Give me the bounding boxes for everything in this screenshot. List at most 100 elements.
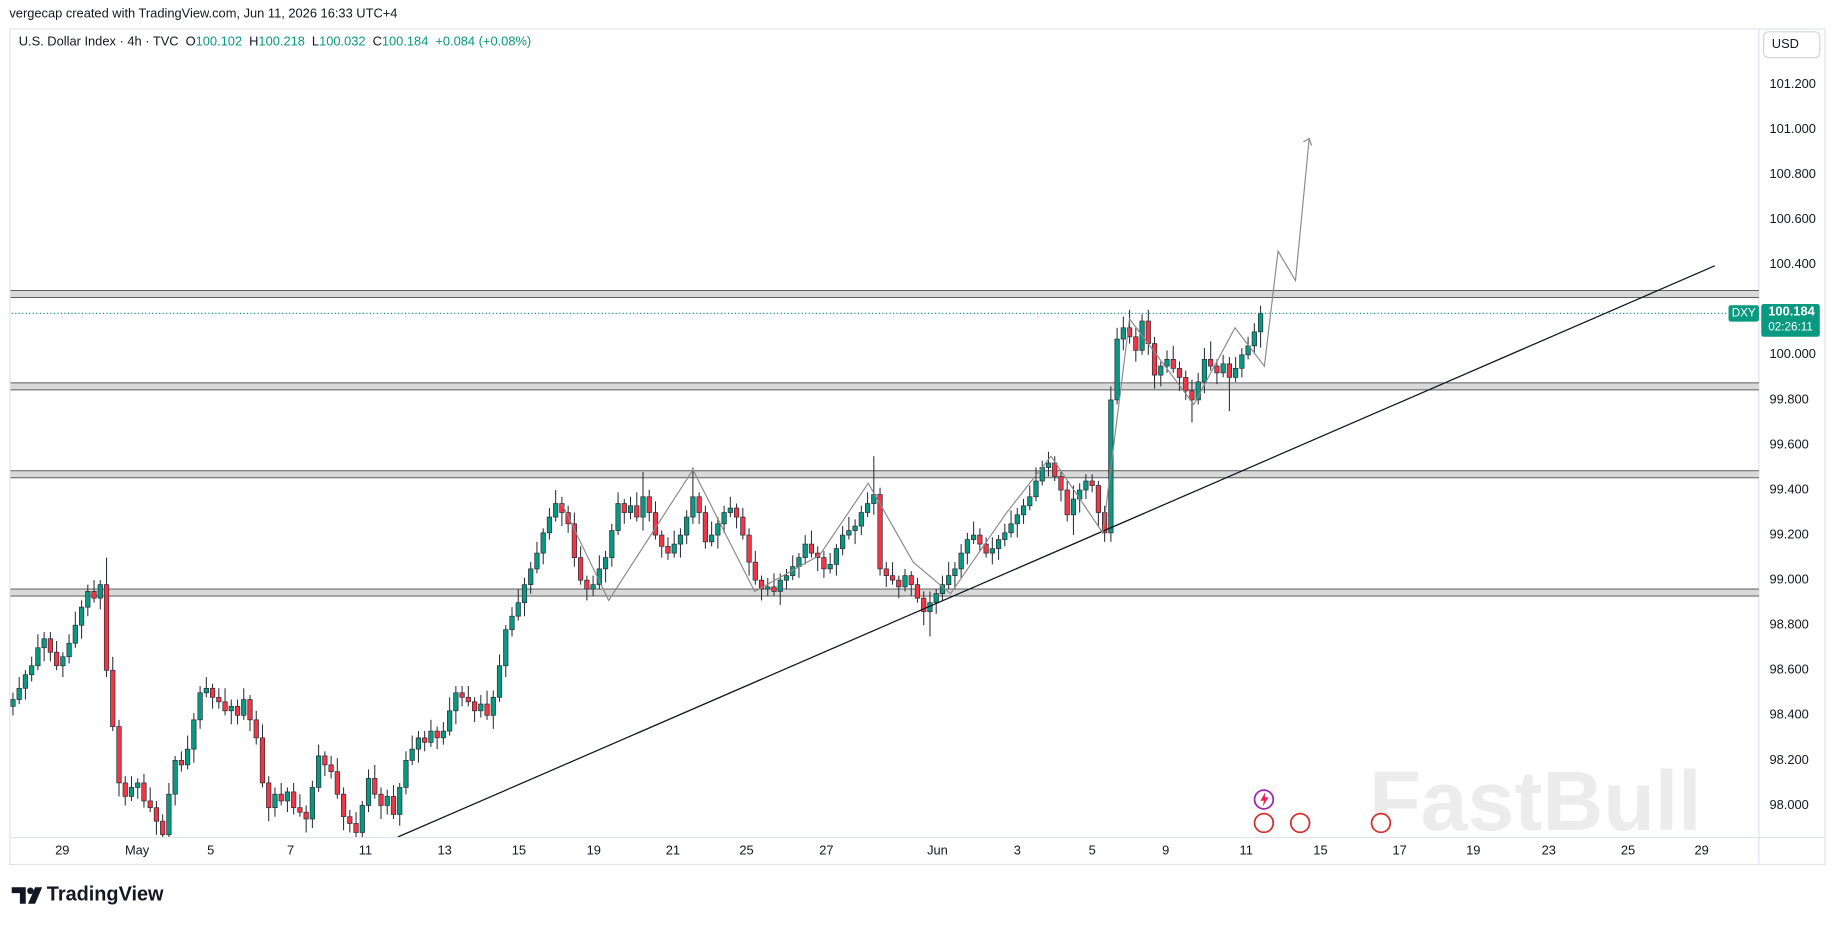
candle-body	[1158, 365, 1164, 376]
candle-body	[752, 561, 758, 581]
candle-body	[1251, 331, 1257, 347]
candle-body	[459, 692, 465, 698]
candle-body	[191, 719, 197, 750]
brand: TradingView	[47, 884, 164, 906]
candle-body	[1052, 462, 1058, 477]
candle-body	[160, 820, 166, 836]
candle-body	[153, 807, 160, 822]
y-tick-label: 100.000	[1769, 346, 1815, 361]
candle-body	[765, 586, 771, 590]
candle-body	[422, 737, 428, 743]
y-tick-label: 101.200	[1769, 76, 1815, 91]
frame	[9, 28, 1826, 866]
event-icon[interactable]	[1289, 812, 1311, 834]
candle-body	[677, 534, 684, 545]
candle-body	[135, 782, 141, 788]
candle-body	[971, 534, 977, 540]
ohlc-label: O	[186, 34, 196, 49]
x-tick-label: 15	[512, 842, 526, 857]
candle-body	[478, 703, 484, 712]
candle-body	[434, 730, 440, 739]
candle-body	[889, 575, 896, 581]
last-price-label: 100.184	[1768, 304, 1815, 319]
candle-body	[1257, 313, 1264, 333]
symbol-tag	[1728, 305, 1759, 322]
currency-button[interactable]	[1763, 31, 1821, 59]
candle-body	[995, 539, 1002, 549]
candle-body	[1102, 512, 1108, 534]
candle-body	[484, 703, 490, 716]
candle-body	[840, 534, 846, 549]
candle-body	[453, 692, 459, 712]
candle-body	[428, 730, 434, 743]
candle-body	[1064, 489, 1070, 516]
projection-arrowhead	[1303, 137, 1313, 146]
candle-body	[91, 591, 97, 599]
candle-body	[247, 699, 253, 721]
y-tick-label: 99.400	[1769, 481, 1808, 496]
ohlc-label: H	[249, 34, 258, 49]
candle-body	[1033, 480, 1039, 498]
candle-body	[921, 597, 927, 613]
event-icon[interactable]	[1253, 812, 1275, 834]
candle-body	[571, 523, 577, 558]
candle-body	[35, 647, 41, 667]
ohlc-value: 100.032	[319, 34, 365, 49]
candle-body	[871, 494, 877, 504]
event-icons	[1253, 789, 1392, 834]
candle-body	[234, 705, 241, 716]
candle-body	[846, 530, 852, 536]
trendline	[397, 265, 1715, 837]
candle-body	[415, 737, 422, 750]
candle-body	[447, 710, 453, 732]
y-tick-label: 99.200	[1769, 526, 1808, 541]
x-tick-label: 17	[1393, 842, 1407, 857]
level-zone	[10, 588, 1759, 597]
candle-body	[709, 534, 715, 543]
candle-body	[983, 543, 989, 554]
legend: U.S. Dollar Index · 4h · TVC O100.102 H100…	[19, 34, 531, 49]
event-icon[interactable]	[1370, 812, 1392, 834]
y-tick-label: 98.400	[1769, 707, 1808, 722]
candle-body	[758, 579, 765, 590]
candle-body	[1170, 358, 1176, 369]
candle-body	[66, 642, 72, 658]
candle-body	[665, 545, 671, 554]
candle-body	[640, 496, 646, 518]
candle-body	[178, 760, 184, 766]
candle-body	[528, 568, 534, 585]
candle-body	[72, 624, 78, 644]
candle-body	[578, 557, 584, 581]
candle-body	[1233, 368, 1239, 378]
candle-body	[384, 796, 390, 806]
x-tick-label: 19	[1466, 842, 1480, 857]
candle-body	[409, 748, 415, 761]
candle-body	[964, 539, 970, 554]
candle-body	[1089, 480, 1095, 486]
candle-body	[378, 793, 384, 806]
candle-body	[521, 584, 528, 604]
candle-body	[172, 760, 178, 795]
candle-body	[328, 764, 334, 773]
x-tick-label: 13	[437, 842, 451, 857]
candle-body	[41, 638, 47, 649]
ohlc-value: 100.218	[258, 34, 304, 49]
x-tick-label: 5	[207, 842, 214, 857]
candle-body	[1133, 336, 1139, 351]
currency[interactable]: USD	[1772, 36, 1799, 51]
candle-body	[128, 787, 135, 797]
x-tick-label: 9	[1162, 842, 1169, 857]
candle-body	[266, 782, 272, 809]
x-tick-label: May	[125, 842, 150, 857]
candle-body	[291, 791, 297, 809]
candle-body	[958, 552, 964, 570]
x-tick-label: 29	[55, 842, 69, 857]
candle-body	[808, 543, 815, 554]
candle-body	[783, 575, 790, 581]
candle-body	[197, 692, 203, 721]
candle-body	[203, 687, 209, 694]
candle-body	[1176, 368, 1183, 378]
x-tick-label: 19	[587, 842, 601, 857]
